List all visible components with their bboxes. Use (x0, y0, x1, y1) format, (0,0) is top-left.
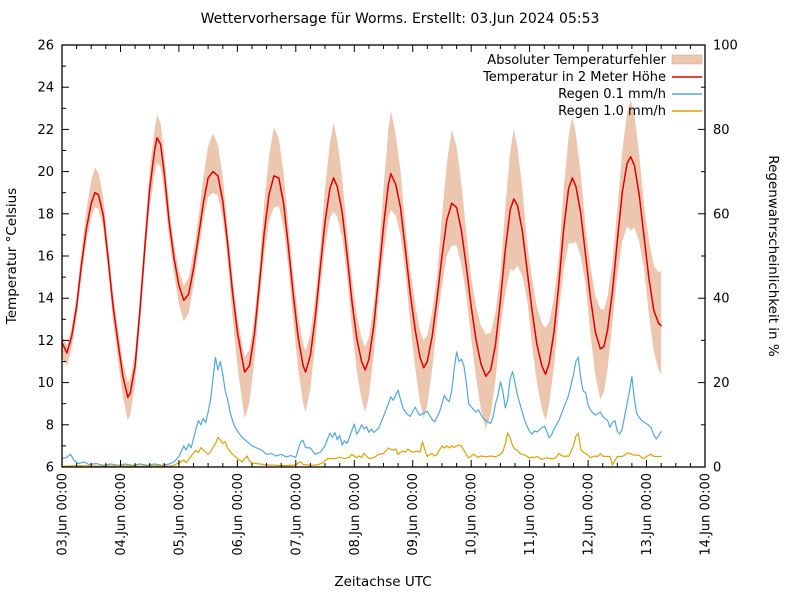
x-tick-label: 05.Jun 00:00 (172, 473, 187, 556)
y-left-tick-label: 10 (37, 376, 54, 391)
legend-label-rain01: Regen 0.1 mm/h (558, 87, 666, 102)
x-tick-label: 06.Jun 00:00 (231, 473, 246, 556)
y-right-tick-label: 40 (713, 292, 730, 307)
y-left-axis-label: Temperatur °Celsius (4, 188, 20, 325)
y-right-tick-label: 80 (713, 123, 730, 138)
y-left-tick-label: 12 (37, 334, 54, 349)
y-right-tick-label: 0 (713, 461, 721, 476)
y-left-tick-label: 24 (37, 81, 54, 96)
y-left-tick-label: 8 (46, 418, 54, 433)
chart-title: Wettervorhersage für Worms. Erstellt: 03… (201, 11, 600, 27)
y-left-tick-label: 6 (46, 461, 54, 476)
temperature-line (61, 137, 662, 399)
legend-label-error-band: Absoluter Temperaturfehler (487, 53, 666, 68)
x-tick-label: 13.Jun 00:00 (640, 473, 655, 556)
y-left-tick-label: 22 (37, 123, 54, 138)
y-left-tick-label: 14 (37, 292, 54, 307)
x-tick-label: 04.Jun 00:00 (114, 473, 129, 556)
temperature-error-band (62, 99, 662, 430)
x-tick-label: 12.Jun 00:00 (582, 473, 597, 556)
x-tick-label: 11.Jun 00:00 (523, 473, 538, 556)
x-tick-label: 09.Jun 00:00 (406, 473, 421, 556)
rain-10-line (61, 432, 662, 467)
y-left-tick-label: 18 (37, 207, 54, 222)
y-right-tick-label: 100 (713, 39, 738, 54)
y-right-tick-label: 60 (713, 207, 730, 222)
legend-label-temperature: Temperatur in 2 Meter Höhe (482, 70, 666, 85)
y-right-axis-label: Regenwahrscheinlichkeit in % (765, 155, 781, 357)
plot-area: 6 8 10 12 14 16 18 20 22 24 26 0 20 40 60 80 100 03.Jun 0… (37, 39, 737, 556)
y-right-tick-label: 20 (713, 376, 730, 391)
y-left-tick-label: 26 (37, 39, 54, 54)
x-tick-label: 03.Jun 00:00 (56, 473, 71, 556)
x-tick-label: 08.Jun 00:00 (348, 473, 363, 556)
x-axis-label: Zeitachse UTC (334, 574, 431, 590)
x-tick-label: 14.Jun 00:00 (699, 473, 714, 556)
y-left-tick-label: 16 (37, 250, 54, 265)
x-tick-label: 10.Jun 00:00 (465, 473, 480, 556)
legend: Absoluter Temperaturfehler Temperatur in… (482, 53, 703, 119)
y-left-tick-label: 20 (37, 165, 54, 180)
legend-swatch-error-band (671, 54, 703, 65)
x-tick-label: 07.Jun 00:00 (289, 473, 304, 556)
legend-label-rain10: Regen 1.0 mm/h (558, 104, 666, 119)
rain-01-line (61, 351, 662, 466)
